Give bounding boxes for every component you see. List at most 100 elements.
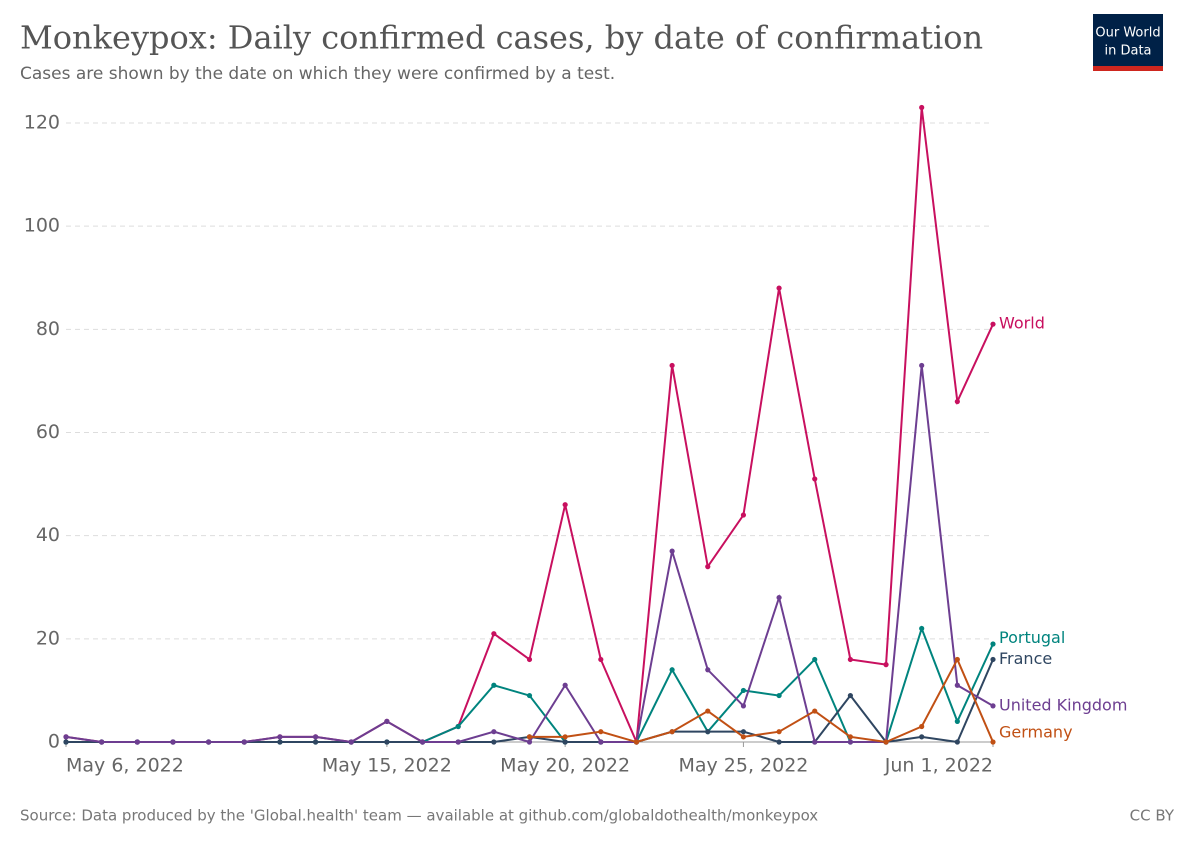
data-point — [598, 729, 604, 735]
series-line — [66, 625, 994, 743]
series-line — [529, 657, 994, 744]
y-tick-label: 60 — [36, 421, 60, 443]
data-point — [776, 692, 782, 699]
data-point — [954, 718, 960, 724]
legend-label: Germany — [999, 723, 1073, 742]
data-point — [990, 656, 996, 663]
data-point — [99, 739, 105, 745]
data-point — [740, 703, 747, 709]
data-point — [598, 656, 604, 663]
data-point — [312, 734, 319, 740]
data-point — [919, 362, 925, 369]
logo-bar — [1093, 66, 1163, 71]
data-point — [562, 682, 568, 688]
data-point — [990, 703, 996, 709]
data-point — [669, 548, 675, 554]
data-point — [812, 656, 818, 663]
data-point — [847, 656, 853, 663]
logo-box — [1093, 14, 1163, 71]
data-point — [954, 398, 960, 405]
data-point — [740, 687, 747, 694]
data-point — [669, 362, 675, 369]
data-point — [455, 723, 461, 730]
y-tick-label: 80 — [36, 318, 60, 340]
data-point — [134, 739, 140, 745]
data-point — [526, 692, 533, 699]
series-line — [65, 107, 994, 744]
data-point — [455, 739, 461, 745]
legend-label: Portugal — [999, 628, 1065, 647]
x-tick-label: May 20, 2022 — [500, 755, 630, 777]
data-point — [526, 656, 533, 663]
data-point — [241, 739, 247, 745]
data-point — [812, 739, 818, 745]
data-point — [705, 667, 711, 673]
data-point — [990, 739, 996, 745]
data-point — [419, 739, 426, 745]
data-point — [384, 739, 390, 745]
y-tick-label: 20 — [36, 627, 60, 649]
data-point — [990, 321, 996, 327]
data-point — [919, 104, 925, 111]
y-tick-label: 0 — [48, 731, 60, 753]
logo-text: Our World — [1095, 26, 1160, 41]
data-point — [812, 708, 818, 714]
y-tick-label: 120 — [24, 112, 60, 134]
data-point — [954, 739, 960, 745]
data-point — [63, 734, 69, 740]
y-tick-label: 40 — [36, 524, 60, 546]
data-point — [812, 476, 818, 482]
legend-label: World — [999, 314, 1045, 333]
data-point — [277, 734, 283, 740]
x-tick-label: May 15, 2022 — [322, 755, 452, 777]
series-line — [66, 659, 994, 744]
data-point — [633, 739, 640, 745]
data-point — [491, 631, 497, 637]
data-point — [740, 734, 747, 740]
data-point — [669, 729, 675, 735]
chart-title: Monkeypox: Daily confirmed cases, by dat… — [20, 19, 983, 57]
data-point — [954, 682, 960, 688]
source-note: Source: Data produced by the 'Global.hea… — [20, 807, 818, 825]
data-point — [63, 739, 69, 745]
data-point — [847, 739, 853, 745]
x-tick-label: May 25, 2022 — [678, 755, 808, 777]
data-point — [562, 734, 568, 740]
data-point — [919, 625, 925, 632]
data-point — [705, 708, 711, 714]
data-point — [847, 734, 853, 740]
data-point — [883, 739, 889, 745]
data-point — [491, 739, 497, 745]
data-point — [883, 662, 889, 668]
data-point — [562, 502, 568, 508]
data-point — [312, 739, 319, 745]
data-point — [740, 512, 747, 518]
series-line — [65, 365, 994, 744]
data-point — [562, 739, 568, 745]
data-point — [705, 564, 711, 570]
data-point — [669, 667, 675, 673]
data-point — [705, 729, 711, 735]
data-point — [206, 739, 212, 745]
data-point — [491, 729, 497, 735]
data-point — [919, 723, 925, 730]
data-point — [776, 739, 782, 745]
legend-label: United Kingdom — [999, 695, 1127, 714]
x-tick-label: Jun 1, 2022 — [884, 755, 993, 777]
data-point — [954, 656, 960, 663]
data-point — [776, 285, 782, 291]
data-point — [526, 734, 533, 740]
y-tick-label: 100 — [24, 215, 60, 237]
data-point — [526, 739, 533, 745]
license: CC BY — [1130, 807, 1175, 825]
data-point — [277, 739, 283, 745]
data-point — [776, 594, 782, 601]
data-point — [919, 734, 925, 740]
chart-subtitle: Cases are shown by the date on which the… — [20, 64, 615, 84]
data-point — [776, 729, 782, 735]
x-tick-label: May 6, 2022 — [66, 755, 184, 777]
data-point — [348, 739, 354, 745]
data-point — [384, 718, 390, 724]
